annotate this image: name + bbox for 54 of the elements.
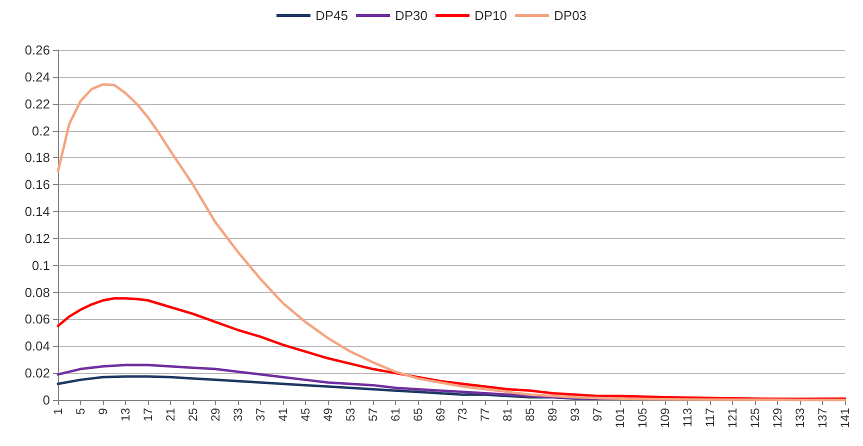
y-tick-label: 0.2 — [32, 123, 50, 138]
x-tick-label: 125 — [748, 408, 762, 428]
x-tick-label: 81 — [500, 408, 515, 422]
x-tick-label: 65 — [410, 408, 425, 422]
y-tick-label: 0.14 — [24, 204, 50, 220]
x-tick-label: 5 — [73, 408, 88, 415]
x-tick-label: 69 — [433, 408, 448, 422]
x-tick-label: 133 — [793, 408, 808, 428]
x-tick-label: 117 — [703, 408, 718, 428]
x-tick-label: 85 — [523, 408, 538, 422]
y-tick-label: 0.26 — [24, 42, 50, 58]
y-tick-label: 0.02 — [24, 366, 50, 381]
x-tick-label: 45 — [298, 408, 312, 422]
legend-label: DP10 — [474, 8, 508, 23]
x-tick-label: 25 — [186, 408, 200, 422]
x-tick-label: 41 — [276, 408, 290, 422]
x-tick-label: 137 — [816, 408, 830, 428]
x-tick-label: 121 — [726, 408, 740, 428]
x-tick-label: 13 — [118, 408, 132, 422]
y-tick-label: 0.24 — [24, 69, 50, 84]
legend-label: DP30 — [394, 8, 428, 23]
legend-label: DP45 — [315, 8, 348, 23]
y-tick-label: 0.12 — [24, 230, 50, 246]
x-tick-label: 93 — [568, 408, 582, 422]
x-tick-label: 53 — [343, 408, 358, 422]
y-tick-label: 0.06 — [24, 312, 50, 327]
x-tick-label: 77 — [478, 408, 492, 422]
x-tick-label: 61 — [388, 408, 402, 422]
x-tick-label: 97 — [590, 408, 605, 422]
x-tick-label: 29 — [208, 408, 222, 422]
legend-label: DP03 — [554, 8, 587, 23]
x-tick-label: 9 — [96, 408, 110, 415]
x-tick-label: 101 — [613, 408, 628, 428]
x-tick-label: 105 — [636, 408, 650, 428]
x-tick-label: 33 — [230, 408, 245, 422]
y-tick-label: 0.18 — [24, 150, 50, 166]
x-tick-label: 17 — [140, 408, 155, 422]
y-tick-label: 0 — [42, 392, 50, 408]
x-tick-label: 109 — [658, 408, 672, 428]
x-tick-label: 49 — [320, 408, 335, 422]
y-tick-label: 0.08 — [24, 284, 50, 300]
y-tick-label: 0.04 — [24, 338, 50, 354]
y-tick-label: 0.22 — [24, 96, 50, 112]
x-tick-label: 141 — [838, 408, 852, 428]
y-tick-label: 0.1 — [32, 258, 50, 273]
x-tick-label: 1 — [51, 408, 65, 415]
x-tick-label: 37 — [253, 408, 268, 422]
x-tick-label: 129 — [770, 408, 785, 428]
y-tick-label: 0.16 — [24, 177, 50, 192]
x-tick-label: 21 — [163, 408, 178, 422]
x-tick-label: 73 — [456, 408, 470, 422]
x-tick-label: 89 — [546, 408, 560, 422]
x-tick-label: 113 — [680, 408, 695, 428]
x-tick-label: 57 — [366, 408, 380, 422]
